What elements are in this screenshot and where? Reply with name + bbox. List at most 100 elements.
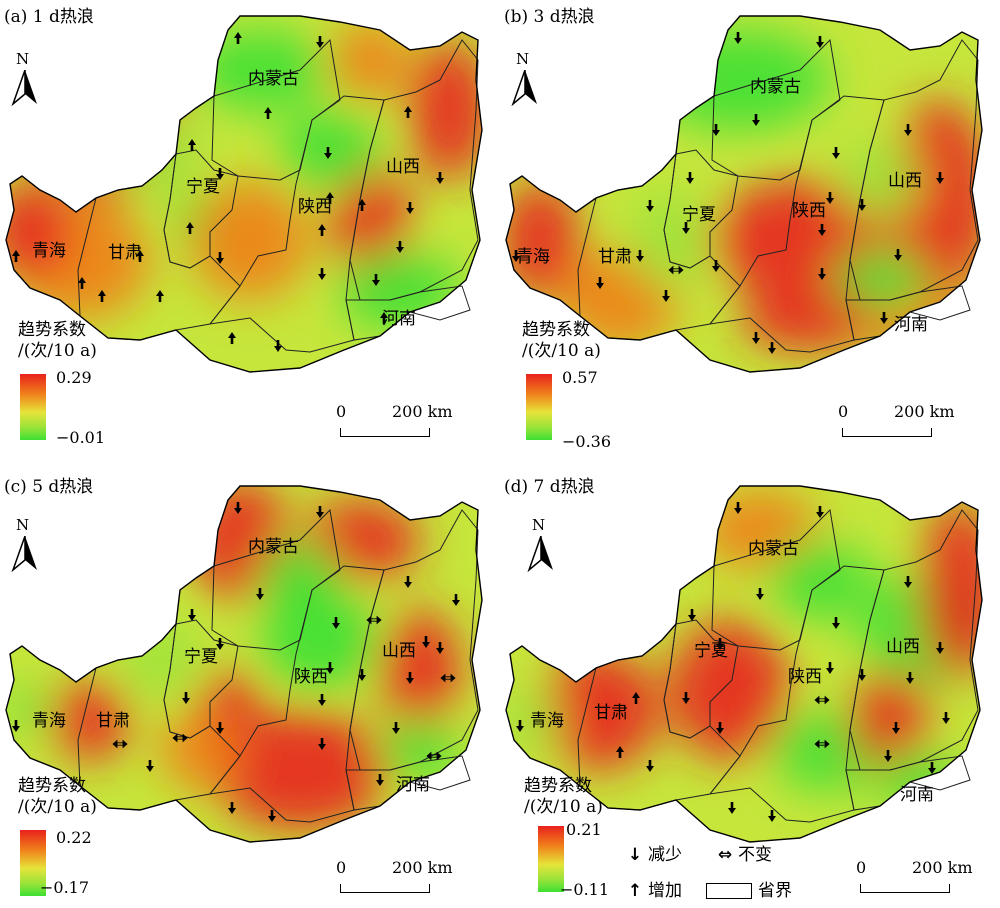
panel-c: 内蒙古 山西 陕西 宁夏 青海 甘肃 河南 (c) 5 d热浪 N 趋势系数/(次/10 a… xyxy=(0,454,500,908)
legend-increase: ↑ 增加 xyxy=(622,876,682,901)
down-arrow-icon xyxy=(818,268,826,280)
double-arrow-icon xyxy=(366,615,382,625)
legend-border: 省界 xyxy=(706,876,792,901)
down-arrow-icon xyxy=(646,760,654,772)
down-arrow-icon xyxy=(182,692,190,704)
trend-blob xyxy=(670,620,790,760)
down-arrow-icon xyxy=(376,774,384,786)
down-arrow-icon xyxy=(816,36,824,48)
up-arrow-icon xyxy=(264,107,272,119)
scale-bar: 0 200 km xyxy=(336,402,486,442)
north-arrow-icon: N xyxy=(508,50,542,108)
down-arrow-icon xyxy=(326,662,334,674)
province-label: 宁夏 xyxy=(184,647,218,667)
province-label: 青海 xyxy=(530,711,564,731)
down-arrow-icon xyxy=(858,199,866,211)
down-arrow-icon xyxy=(436,172,444,184)
province-border xyxy=(208,565,385,823)
up-arrow-icon xyxy=(632,692,640,704)
border-box-icon xyxy=(706,883,752,899)
trend-blob xyxy=(630,190,710,290)
up-arrow-icon xyxy=(156,290,164,302)
down-arrow-icon xyxy=(422,636,430,648)
province-label: 内蒙古 xyxy=(748,539,799,559)
down-arrow-icon xyxy=(826,662,834,674)
down-arrow-icon xyxy=(734,32,742,44)
legend-title: 趋势系数/(次/10 a) xyxy=(18,320,97,361)
study-area-outline xyxy=(5,485,483,843)
legend-min: −0.17 xyxy=(40,878,90,897)
down-arrow-icon xyxy=(728,802,736,814)
up-arrow-icon xyxy=(326,192,334,204)
province-label: 陕西 xyxy=(298,197,332,217)
down-arrow-icon xyxy=(216,168,224,180)
province-label: 青海 xyxy=(32,241,66,261)
down-arrow-icon xyxy=(646,200,654,212)
province-label: 甘肃 xyxy=(598,247,632,267)
trend-blob xyxy=(210,710,390,830)
down-arrow-icon xyxy=(406,672,414,684)
down-arrow-icon xyxy=(318,738,326,750)
down-arrow-icon xyxy=(234,502,242,514)
down-arrow-icon xyxy=(392,722,400,734)
province-label: 青海 xyxy=(32,711,66,731)
symbol-legend: ↓ 减少 ⇔ 不变 ↑ 增加 省界 xyxy=(622,840,822,901)
down-arrow-icon xyxy=(324,147,332,159)
down-arrow-icon xyxy=(256,588,264,600)
trend-blob xyxy=(330,160,410,280)
trend-blob xyxy=(770,540,870,620)
down-arrow-icon xyxy=(904,124,912,136)
trend-blob xyxy=(330,20,410,100)
trend-blob xyxy=(740,290,880,350)
color-ramp xyxy=(526,374,552,440)
down-arrow-icon xyxy=(216,252,224,264)
panel-title: (c) 5 d热浪 xyxy=(4,477,94,497)
trend-blob xyxy=(280,110,380,190)
down-arrow-icon xyxy=(372,274,380,286)
down-arrow-icon xyxy=(906,672,914,684)
down-arrow-icon xyxy=(768,342,776,354)
up-arrow-icon xyxy=(404,106,412,118)
province-label: 甘肃 xyxy=(594,703,628,723)
legend-nochange: ⇔ 不变 xyxy=(712,840,772,865)
trend-blob xyxy=(380,610,460,730)
province-label: 河南 xyxy=(382,309,416,329)
down-arrow-icon xyxy=(880,312,888,324)
color-ramp xyxy=(20,830,46,896)
double-arrow-icon xyxy=(440,673,456,683)
down-arrow-icon xyxy=(216,722,224,734)
down-arrow-icon: ↓ xyxy=(627,845,643,865)
trend-blob xyxy=(890,100,982,300)
down-arrow-icon xyxy=(358,669,366,681)
legend-max: 0.29 xyxy=(56,368,92,387)
province-label: 陕西 xyxy=(788,667,822,687)
scale-bar: 0 200 km xyxy=(336,858,486,898)
double-arrow-icon xyxy=(814,695,830,705)
province-label: 山西 xyxy=(386,157,420,177)
study-area-outline xyxy=(505,15,983,373)
down-arrow-icon xyxy=(332,617,340,629)
down-arrow-icon xyxy=(752,114,760,126)
down-arrow-icon xyxy=(436,642,444,654)
province-label: 内蒙古 xyxy=(248,69,299,89)
down-arrow-icon xyxy=(396,241,404,253)
trend-blob xyxy=(506,180,580,300)
down-arrow-icon xyxy=(662,290,670,302)
up-arrow-icon xyxy=(358,199,366,211)
legend-title: 趋势系数/(次/10 a) xyxy=(522,320,601,361)
province-label: 甘肃 xyxy=(96,711,130,731)
legend-min: −0.36 xyxy=(562,432,612,451)
trend-blob xyxy=(38,20,178,200)
down-arrow-icon xyxy=(716,638,724,650)
province-border xyxy=(708,565,885,823)
province-label: 河南 xyxy=(396,775,430,795)
down-arrow-icon xyxy=(188,609,196,621)
up-arrow-icon xyxy=(78,277,86,289)
study-area-outline xyxy=(5,15,483,373)
down-arrow-icon xyxy=(268,810,276,822)
province-label: 陕西 xyxy=(792,201,826,221)
province-label: 内蒙古 xyxy=(750,77,801,97)
